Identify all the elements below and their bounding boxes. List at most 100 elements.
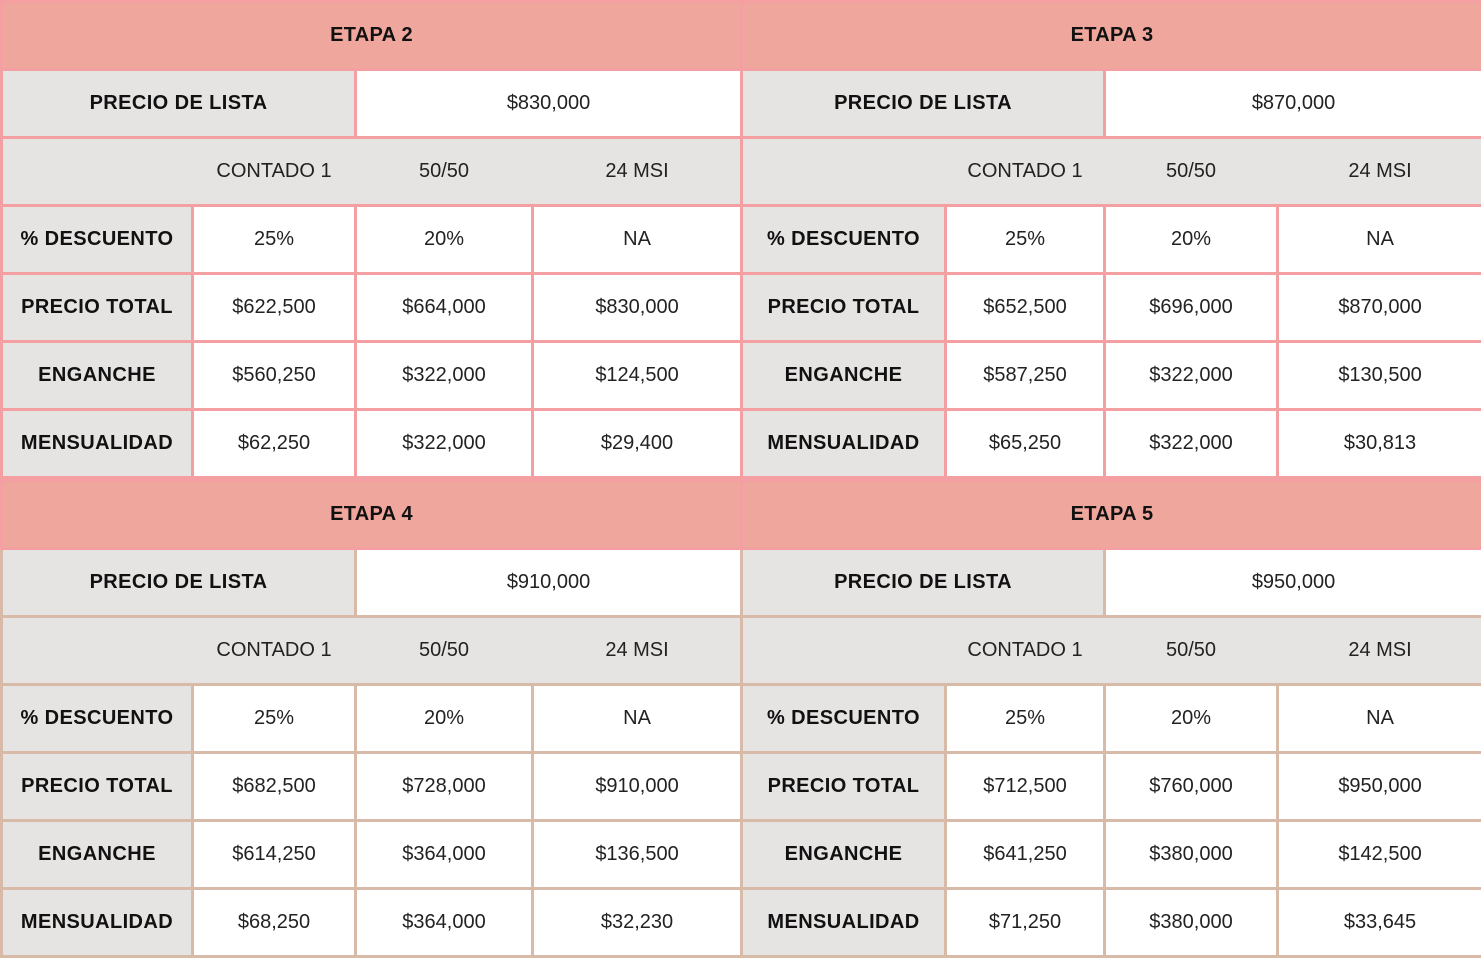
table-row: PRECIO TOTAL $622,500 $664,000 $830,000 bbox=[0, 272, 744, 343]
cell-value: $136,500 bbox=[530, 819, 744, 890]
row-label: % DESCUENTO bbox=[0, 204, 194, 275]
stage-title: ETAPA 3 bbox=[739, 0, 1481, 71]
plan-header-row: CONTADO 1 50/50 24 MSI bbox=[740, 136, 1481, 207]
row-label: % DESCUENTO bbox=[0, 683, 194, 754]
table-row: ENGANCHE $587,250 $322,000 $130,500 bbox=[740, 340, 1481, 411]
cell-value: NA bbox=[1275, 204, 1481, 275]
cell-value: NA bbox=[530, 204, 744, 275]
row-label: PRECIO TOTAL bbox=[740, 751, 947, 822]
table-row: PRECIO TOTAL $712,500 $760,000 $950,000 bbox=[740, 751, 1481, 822]
row-label: % DESCUENTO bbox=[740, 683, 947, 754]
cell-value: $30,813 bbox=[1275, 408, 1481, 479]
cell-value: 25% bbox=[191, 204, 357, 275]
row-label: MENSUALIDAD bbox=[0, 408, 194, 479]
cell-value: $142,500 bbox=[1275, 819, 1481, 890]
cell-value: $950,000 bbox=[1275, 751, 1481, 822]
cell-value: NA bbox=[1275, 683, 1481, 754]
cell-value: $32,230 bbox=[530, 887, 744, 958]
cell-value: $68,250 bbox=[191, 887, 357, 958]
cell-value: $322,000 bbox=[354, 408, 534, 479]
table-row: MENSUALIDAD $68,250 $364,000 $32,230 bbox=[0, 887, 744, 958]
cell-value: 20% bbox=[1103, 683, 1279, 754]
plan-header-empty bbox=[740, 136, 946, 207]
cell-value: $760,000 bbox=[1103, 751, 1279, 822]
plan-header-empty bbox=[0, 615, 193, 686]
cell-value: 25% bbox=[944, 204, 1106, 275]
table-row: ENGANCHE $560,250 $322,000 $124,500 bbox=[0, 340, 744, 411]
cell-value: $652,500 bbox=[944, 272, 1106, 343]
cell-value: $364,000 bbox=[354, 887, 534, 958]
list-price-value: $950,000 bbox=[1102, 547, 1481, 618]
cell-value: $364,000 bbox=[354, 819, 534, 890]
list-price-label: PRECIO DE LISTA bbox=[740, 68, 1106, 139]
plan-header: 50/50 bbox=[355, 615, 533, 686]
cell-value: $380,000 bbox=[1103, 887, 1279, 958]
stage-title: ETAPA 4 bbox=[0, 479, 744, 550]
stage-table-etapa-3: ETAPA 3 PRECIO DE LISTA $870,000 CONTADO… bbox=[739, 0, 1481, 479]
table-row: ENGANCHE $641,250 $380,000 $142,500 bbox=[740, 819, 1481, 890]
cell-value: 20% bbox=[354, 204, 534, 275]
row-label: PRECIO TOTAL bbox=[0, 272, 194, 343]
cell-value: $380,000 bbox=[1103, 819, 1279, 890]
plan-header: 50/50 bbox=[1104, 615, 1278, 686]
table-row: MENSUALIDAD $71,250 $380,000 $33,645 bbox=[740, 887, 1481, 958]
table-row: % DESCUENTO 25% 20% NA bbox=[0, 204, 744, 275]
plan-header-empty bbox=[0, 136, 193, 207]
table-row: % DESCUENTO 25% 20% NA bbox=[740, 683, 1481, 754]
cell-value: $560,250 bbox=[191, 340, 357, 411]
plan-header-empty bbox=[740, 615, 946, 686]
cell-value: $870,000 bbox=[1275, 272, 1481, 343]
row-label: % DESCUENTO bbox=[740, 204, 947, 275]
plan-header: 50/50 bbox=[355, 136, 533, 207]
plan-header-row: CONTADO 1 50/50 24 MSI bbox=[740, 615, 1481, 686]
cell-value: $587,250 bbox=[944, 340, 1106, 411]
cell-value: $641,250 bbox=[944, 819, 1106, 890]
plan-header: 24 MSI bbox=[532, 615, 744, 686]
list-price-label: PRECIO DE LISTA bbox=[740, 547, 1106, 618]
table-row: % DESCUENTO 25% 20% NA bbox=[740, 204, 1481, 275]
cell-value: $712,500 bbox=[944, 751, 1106, 822]
cell-value: NA bbox=[530, 683, 744, 754]
plan-header: 24 MSI bbox=[532, 136, 744, 207]
table-row: MENSUALIDAD $65,250 $322,000 $30,813 bbox=[740, 408, 1481, 479]
cell-value: $614,250 bbox=[191, 819, 357, 890]
stage-table-etapa-5: ETAPA 5 PRECIO DE LISTA $950,000 CONTADO… bbox=[739, 479, 1481, 958]
stage-title: ETAPA 5 bbox=[739, 479, 1481, 550]
row-label: MENSUALIDAD bbox=[740, 408, 947, 479]
table-row: % DESCUENTO 25% 20% NA bbox=[0, 683, 744, 754]
row-label: ENGANCHE bbox=[0, 340, 194, 411]
list-price-label: PRECIO DE LISTA bbox=[0, 68, 357, 139]
plan-header: 24 MSI bbox=[1277, 615, 1481, 686]
row-label: PRECIO TOTAL bbox=[740, 272, 947, 343]
list-price-value: $910,000 bbox=[353, 547, 744, 618]
cell-value: $124,500 bbox=[530, 340, 744, 411]
plan-header: CONTADO 1 bbox=[945, 136, 1105, 207]
row-label: ENGANCHE bbox=[0, 819, 194, 890]
row-label: MENSUALIDAD bbox=[0, 887, 194, 958]
cell-value: $29,400 bbox=[530, 408, 744, 479]
cell-value: $322,000 bbox=[1103, 408, 1279, 479]
row-label: MENSUALIDAD bbox=[740, 887, 947, 958]
plan-header-row: CONTADO 1 50/50 24 MSI bbox=[0, 615, 744, 686]
cell-value: $322,000 bbox=[354, 340, 534, 411]
list-price-label: PRECIO DE LISTA bbox=[0, 547, 357, 618]
cell-value: $33,645 bbox=[1275, 887, 1481, 958]
plan-header: CONTADO 1 bbox=[945, 615, 1105, 686]
cell-value: $71,250 bbox=[944, 887, 1106, 958]
plan-header-row: CONTADO 1 50/50 24 MSI bbox=[0, 136, 744, 207]
cell-value: 20% bbox=[354, 683, 534, 754]
plan-header: CONTADO 1 bbox=[192, 615, 356, 686]
stage-title: ETAPA 2 bbox=[0, 0, 744, 71]
cell-value: $830,000 bbox=[530, 272, 744, 343]
list-price-value: $830,000 bbox=[353, 68, 744, 139]
row-label: ENGANCHE bbox=[740, 340, 947, 411]
cell-value: $728,000 bbox=[354, 751, 534, 822]
plan-header: 50/50 bbox=[1104, 136, 1278, 207]
plan-header: 24 MSI bbox=[1277, 136, 1481, 207]
cell-value: 20% bbox=[1103, 204, 1279, 275]
row-label: PRECIO TOTAL bbox=[0, 751, 194, 822]
cell-value: $130,500 bbox=[1275, 340, 1481, 411]
cell-value: $622,500 bbox=[191, 272, 357, 343]
table-row: ENGANCHE $614,250 $364,000 $136,500 bbox=[0, 819, 744, 890]
